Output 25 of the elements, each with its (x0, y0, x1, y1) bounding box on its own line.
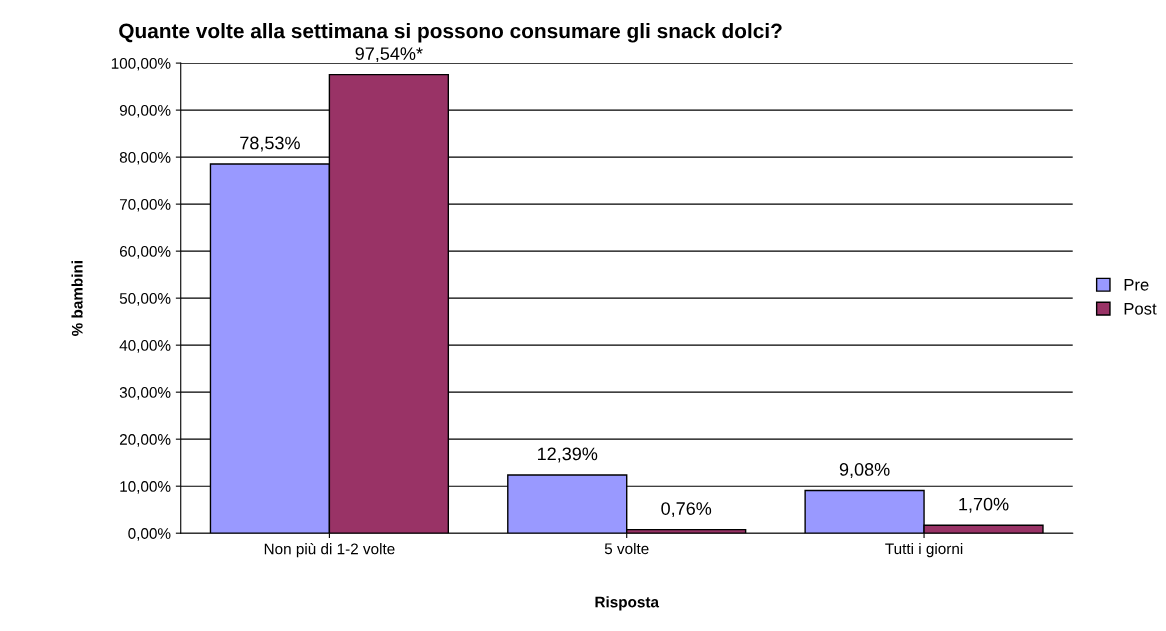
y-tick-label: 90,00% (119, 104, 171, 118)
y-tick-label: 20,00% (119, 434, 171, 447)
y-tick-label: 50,00% (119, 293, 171, 306)
y-tick-label: 30,00% (119, 387, 171, 400)
y-axis-title: % bambini (71, 261, 83, 336)
x-axis-title: Risposta (595, 596, 660, 611)
y-tick-label: 80,00% (119, 151, 171, 165)
y-tick-label: 70,00% (119, 199, 171, 212)
legend-label: Post (1124, 303, 1157, 315)
y-tick-label: 60,00% (119, 246, 171, 259)
y-tick-label: 40,00% (119, 340, 171, 353)
legend-label: Pre (1124, 279, 1149, 291)
x-tick-label: Non più di 1-2 volte (264, 542, 395, 558)
data-label: 12,39% (538, 447, 598, 463)
chart-title: Quante volte alla settimana si possono consumare gli snack dolci? (119, 23, 782, 43)
x-tick-label: 5 volte (604, 542, 649, 555)
data-label: 9,08% (839, 463, 890, 478)
data-label: 78,53% (240, 136, 300, 152)
y-tick-label: 0,00% (128, 528, 171, 541)
y-tick-label: 10,00% (120, 481, 171, 494)
data-label: 1,70% (959, 497, 1009, 513)
data-label: 97,54%* (355, 47, 423, 63)
data-label: 0,76% (661, 502, 712, 518)
y-tick-label: 100,00% (111, 57, 171, 71)
x-tick-label: Tutti i giorni (885, 542, 963, 558)
